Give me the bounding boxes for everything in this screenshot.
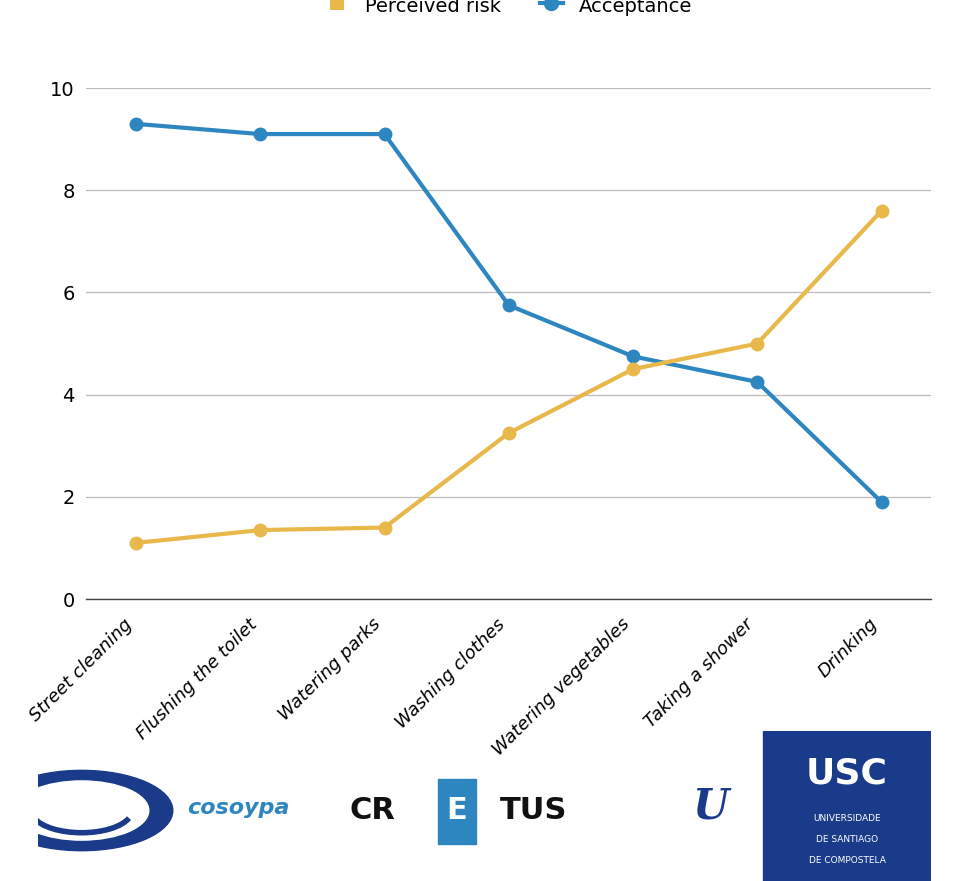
Text: USC: USC <box>806 756 888 790</box>
Text: U: U <box>693 785 729 827</box>
Text: E: E <box>446 796 468 825</box>
Legend: Perceived risk, Acceptance: Perceived risk, Acceptance <box>316 0 702 26</box>
Text: CR: CR <box>349 796 396 825</box>
Circle shape <box>14 781 149 840</box>
Text: DE SANTIAGO: DE SANTIAGO <box>816 834 878 844</box>
Circle shape <box>0 770 173 851</box>
Bar <box>438 779 476 844</box>
Text: UNIVERSIDADE: UNIVERSIDADE <box>813 813 880 823</box>
Text: TUS: TUS <box>500 796 567 825</box>
Text: DE COMPOSTELA: DE COMPOSTELA <box>808 855 885 864</box>
Text: cosoypa: cosoypa <box>187 798 290 818</box>
Bar <box>762 731 931 881</box>
